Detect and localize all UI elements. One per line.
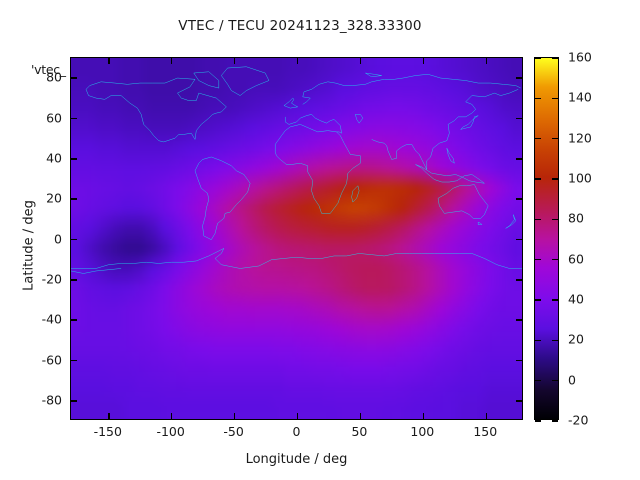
x-tick-label: 0 xyxy=(292,424,301,439)
colorbar-tick xyxy=(552,420,558,422)
y-tick xyxy=(516,158,522,160)
y-tick xyxy=(71,279,77,281)
x-tick xyxy=(170,58,173,64)
colorbar xyxy=(534,57,559,422)
y-tick xyxy=(71,198,77,200)
x-tick-label: -100 xyxy=(156,424,185,439)
colorbar-tick xyxy=(535,178,541,180)
y-tick xyxy=(71,117,77,120)
x-tick xyxy=(108,58,110,64)
colorbar-tick-label: 80 xyxy=(568,210,584,226)
stray-annotation-label: 'vtec_ xyxy=(31,62,66,77)
y-tick xyxy=(516,198,522,200)
colorbar-tick xyxy=(535,218,541,221)
x-tick-label: -150 xyxy=(93,424,122,439)
colorbar-tick-label: 40 xyxy=(568,291,584,307)
figure-title: VTEC / TECU 20241123_328.33300 xyxy=(178,18,422,34)
y-tick xyxy=(516,77,522,79)
y-tick-label: 60 xyxy=(46,110,62,125)
y-axis-title: Latitude / deg xyxy=(21,200,37,291)
y-tick-label: -20 xyxy=(41,271,62,287)
colorbar-tick-label: 120 xyxy=(568,130,592,146)
y-tick-label: -80 xyxy=(41,392,62,408)
colorbar-tick-label: 0 xyxy=(568,372,576,388)
coastline-overlay xyxy=(71,58,522,284)
colorbar-tick xyxy=(552,137,558,140)
x-tick xyxy=(422,58,425,64)
colorbar-tick xyxy=(552,97,558,100)
colorbar-tick-label: -20 xyxy=(568,412,589,428)
y-tick xyxy=(71,359,77,362)
colorbar-tick xyxy=(552,379,558,382)
y-tick xyxy=(516,319,522,321)
y-tick-label: -60 xyxy=(41,352,62,367)
colorbar-tick xyxy=(552,339,558,342)
x-tick xyxy=(108,413,110,419)
map-axes xyxy=(70,57,523,420)
x-tick xyxy=(359,58,362,64)
y-tick xyxy=(71,238,77,241)
colorbar-tick xyxy=(552,57,558,59)
y-tick-label: -40 xyxy=(41,311,62,327)
colorbar-tick xyxy=(535,379,541,382)
x-tick-label: -50 xyxy=(223,424,244,439)
colorbar-tick xyxy=(535,339,541,342)
x-tick xyxy=(359,413,362,419)
x-tick-label: 100 xyxy=(410,424,435,439)
colorbar-tick xyxy=(535,97,541,100)
colorbar-tick xyxy=(535,258,541,261)
y-tick-label: 40 xyxy=(46,150,62,166)
colorbar-tick xyxy=(535,420,541,422)
x-tick xyxy=(233,58,236,64)
colorbar-tick xyxy=(535,57,541,59)
x-tick xyxy=(233,413,236,419)
colorbar-tick xyxy=(552,178,558,180)
colorbar-tick-label: 100 xyxy=(568,170,592,186)
colorbar-tick-label: 160 xyxy=(568,49,592,65)
colorbar-tick xyxy=(535,299,541,301)
y-tick xyxy=(516,117,522,120)
x-tick xyxy=(296,58,299,64)
x-axis-title: Longitude / deg xyxy=(245,452,348,467)
colorbar-tick-label: 20 xyxy=(568,331,584,347)
x-tick xyxy=(485,413,487,419)
x-tick xyxy=(170,413,173,419)
vtec-heatmap xyxy=(71,58,522,419)
colorbar-tick-label: 140 xyxy=(568,89,592,105)
y-tick xyxy=(71,400,77,402)
y-tick xyxy=(516,238,522,241)
y-tick xyxy=(71,77,77,79)
colorbar-tick xyxy=(535,137,541,140)
colorbar-tick xyxy=(552,258,558,261)
y-tick xyxy=(516,400,522,402)
y-tick xyxy=(516,279,522,281)
y-tick xyxy=(516,359,522,362)
y-tick-label: 0 xyxy=(54,231,62,246)
y-tick xyxy=(71,319,77,321)
y-tick-label: 20 xyxy=(46,190,62,206)
colorbar-gradient xyxy=(535,58,558,419)
y-tick xyxy=(71,158,77,160)
colorbar-tick xyxy=(552,299,558,301)
y-tick-label: 80 xyxy=(46,69,62,85)
colorbar-tick xyxy=(552,218,558,221)
colorbar-tick-label: 60 xyxy=(568,251,584,267)
x-tick-label: 50 xyxy=(351,424,368,439)
x-tick xyxy=(296,413,299,419)
x-tick xyxy=(422,413,425,419)
x-tick-label: 150 xyxy=(473,424,498,439)
x-tick xyxy=(485,58,487,64)
